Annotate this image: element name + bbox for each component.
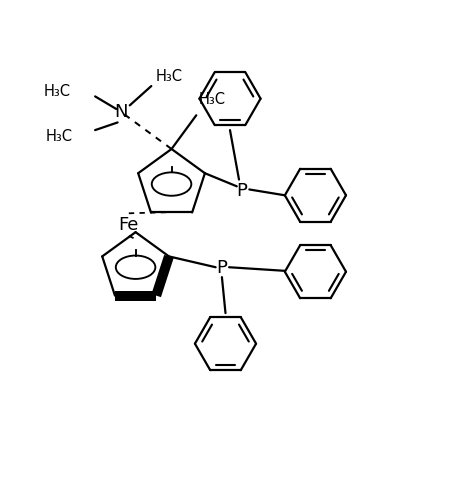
Text: N: N (114, 103, 128, 121)
Text: H₃C: H₃C (46, 129, 73, 144)
Text: H₃C: H₃C (43, 85, 70, 100)
Text: H₃C: H₃C (156, 68, 183, 83)
Text: P: P (237, 182, 248, 200)
Text: Fe: Fe (119, 215, 139, 233)
Text: H₃C: H₃C (198, 92, 226, 107)
Text: P: P (216, 259, 227, 277)
